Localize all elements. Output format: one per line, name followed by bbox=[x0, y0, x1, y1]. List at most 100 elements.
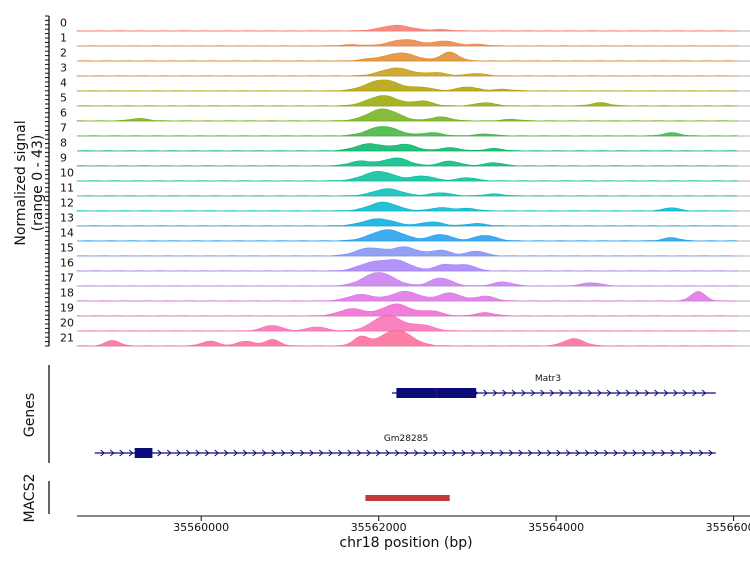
x-axis: 35560000 35562000 35564000 35566000 bbox=[173, 516, 750, 534]
x-tick-label: 35564000 bbox=[528, 521, 584, 534]
track-label: 8 bbox=[60, 137, 67, 150]
strand-arrow bbox=[432, 449, 438, 457]
strand-arrow bbox=[689, 449, 694, 457]
strand-arrow bbox=[549, 389, 555, 397]
coverage-track-area bbox=[77, 229, 739, 242]
strand-arrow bbox=[470, 449, 476, 457]
strand-arrow bbox=[584, 449, 590, 457]
strand-arrow bbox=[546, 449, 552, 457]
strand-arrow bbox=[366, 449, 371, 457]
strand-arrow bbox=[682, 389, 688, 397]
track-label: 17 bbox=[60, 272, 74, 285]
track-label: 20 bbox=[60, 317, 74, 330]
strand-arrow bbox=[635, 389, 640, 397]
strand-arrow bbox=[451, 449, 457, 457]
coverage-track-area bbox=[76, 79, 739, 92]
strand-arrow bbox=[119, 449, 124, 457]
strand-arrow bbox=[587, 389, 593, 397]
coverage-track-area bbox=[76, 157, 739, 167]
strand-arrow bbox=[663, 389, 669, 397]
track-label: 3 bbox=[60, 62, 67, 75]
macs2-panel bbox=[365, 495, 450, 501]
strand-arrow bbox=[128, 449, 134, 457]
gene-exon bbox=[436, 388, 477, 398]
genes-panel: Matr3 Gm28285 bbox=[94, 374, 716, 458]
strand-arrow bbox=[701, 389, 707, 397]
strand-arrow bbox=[537, 449, 542, 457]
strand-arrow bbox=[299, 449, 305, 457]
track-label: 10 bbox=[60, 167, 74, 180]
track-label: 21 bbox=[60, 332, 74, 345]
strand-arrow bbox=[651, 449, 656, 457]
strand-arrow bbox=[530, 389, 536, 397]
gene-name: Matr3 bbox=[535, 374, 561, 384]
strand-arrow bbox=[261, 449, 267, 457]
track-label: 12 bbox=[60, 197, 74, 210]
coverage-track-area bbox=[76, 218, 739, 227]
track-label: 5 bbox=[60, 92, 67, 105]
strand-arrow bbox=[328, 449, 333, 457]
strand-arrow bbox=[673, 389, 678, 397]
strand-arrow bbox=[527, 449, 533, 457]
strand-arrow bbox=[223, 449, 229, 457]
strand-arrow bbox=[499, 449, 504, 457]
strand-arrow bbox=[556, 449, 561, 457]
strand-arrow bbox=[632, 449, 637, 457]
track-label: 2 bbox=[60, 47, 67, 60]
strand-arrow bbox=[625, 389, 631, 397]
strand-arrow bbox=[670, 449, 675, 457]
coverage-track-area bbox=[76, 188, 739, 197]
strand-arrow bbox=[692, 389, 697, 397]
strand-arrow bbox=[413, 449, 419, 457]
coverage-track-area bbox=[76, 24, 739, 32]
strand-arrow bbox=[461, 449, 466, 457]
track-label: 16 bbox=[60, 257, 74, 270]
coverage-track-area bbox=[76, 201, 739, 212]
strand-arrow bbox=[109, 449, 115, 457]
coverage-ylabel-line1: Normalized signal bbox=[13, 120, 29, 245]
strand-arrow bbox=[492, 389, 498, 397]
gene-exon bbox=[396, 388, 437, 398]
track-label: 9 bbox=[60, 152, 67, 165]
strand-arrow bbox=[521, 389, 526, 397]
strand-arrow bbox=[309, 449, 314, 457]
macs2-peak bbox=[365, 495, 450, 501]
strand-arrow bbox=[166, 449, 172, 457]
strand-arrow bbox=[511, 389, 517, 397]
strand-arrow bbox=[502, 389, 507, 397]
gene-name: Gm28285 bbox=[384, 434, 428, 444]
strand-arrow bbox=[565, 449, 571, 457]
strand-arrow bbox=[654, 389, 659, 397]
strand-arrow bbox=[483, 389, 488, 397]
strand-arrow bbox=[442, 449, 447, 457]
coverage-track-area bbox=[76, 108, 739, 122]
strand-arrow bbox=[698, 449, 704, 457]
strand-arrow bbox=[540, 389, 545, 397]
strand-arrow bbox=[508, 449, 514, 457]
coverage-track-area bbox=[76, 259, 739, 272]
coverage-track-area bbox=[76, 171, 739, 182]
coverage-track-area bbox=[76, 39, 739, 47]
coverage-panel bbox=[76, 24, 750, 347]
strand-arrow bbox=[603, 449, 609, 457]
track-label: 4 bbox=[60, 77, 67, 90]
track-label: 0 bbox=[60, 17, 67, 30]
gene-exon bbox=[134, 448, 153, 458]
strand-arrow bbox=[318, 449, 324, 457]
track-label: 1 bbox=[60, 32, 67, 45]
track-label: 7 bbox=[60, 122, 67, 135]
strand-arrow bbox=[616, 389, 621, 397]
strand-arrow bbox=[644, 389, 650, 397]
coverage-track-area bbox=[76, 303, 739, 317]
coverage-track-area bbox=[76, 246, 739, 257]
coverage-ylabel-line2: (range 0 - 43) bbox=[30, 135, 46, 232]
coverage-track-area bbox=[76, 95, 739, 107]
coverage-track-area bbox=[76, 314, 739, 332]
strand-arrow bbox=[679, 449, 685, 457]
strand-arrow bbox=[480, 449, 485, 457]
coverage-track-area bbox=[76, 143, 739, 152]
strand-arrow bbox=[195, 449, 200, 457]
strand-arrow bbox=[271, 449, 276, 457]
strand-arrow bbox=[578, 389, 583, 397]
